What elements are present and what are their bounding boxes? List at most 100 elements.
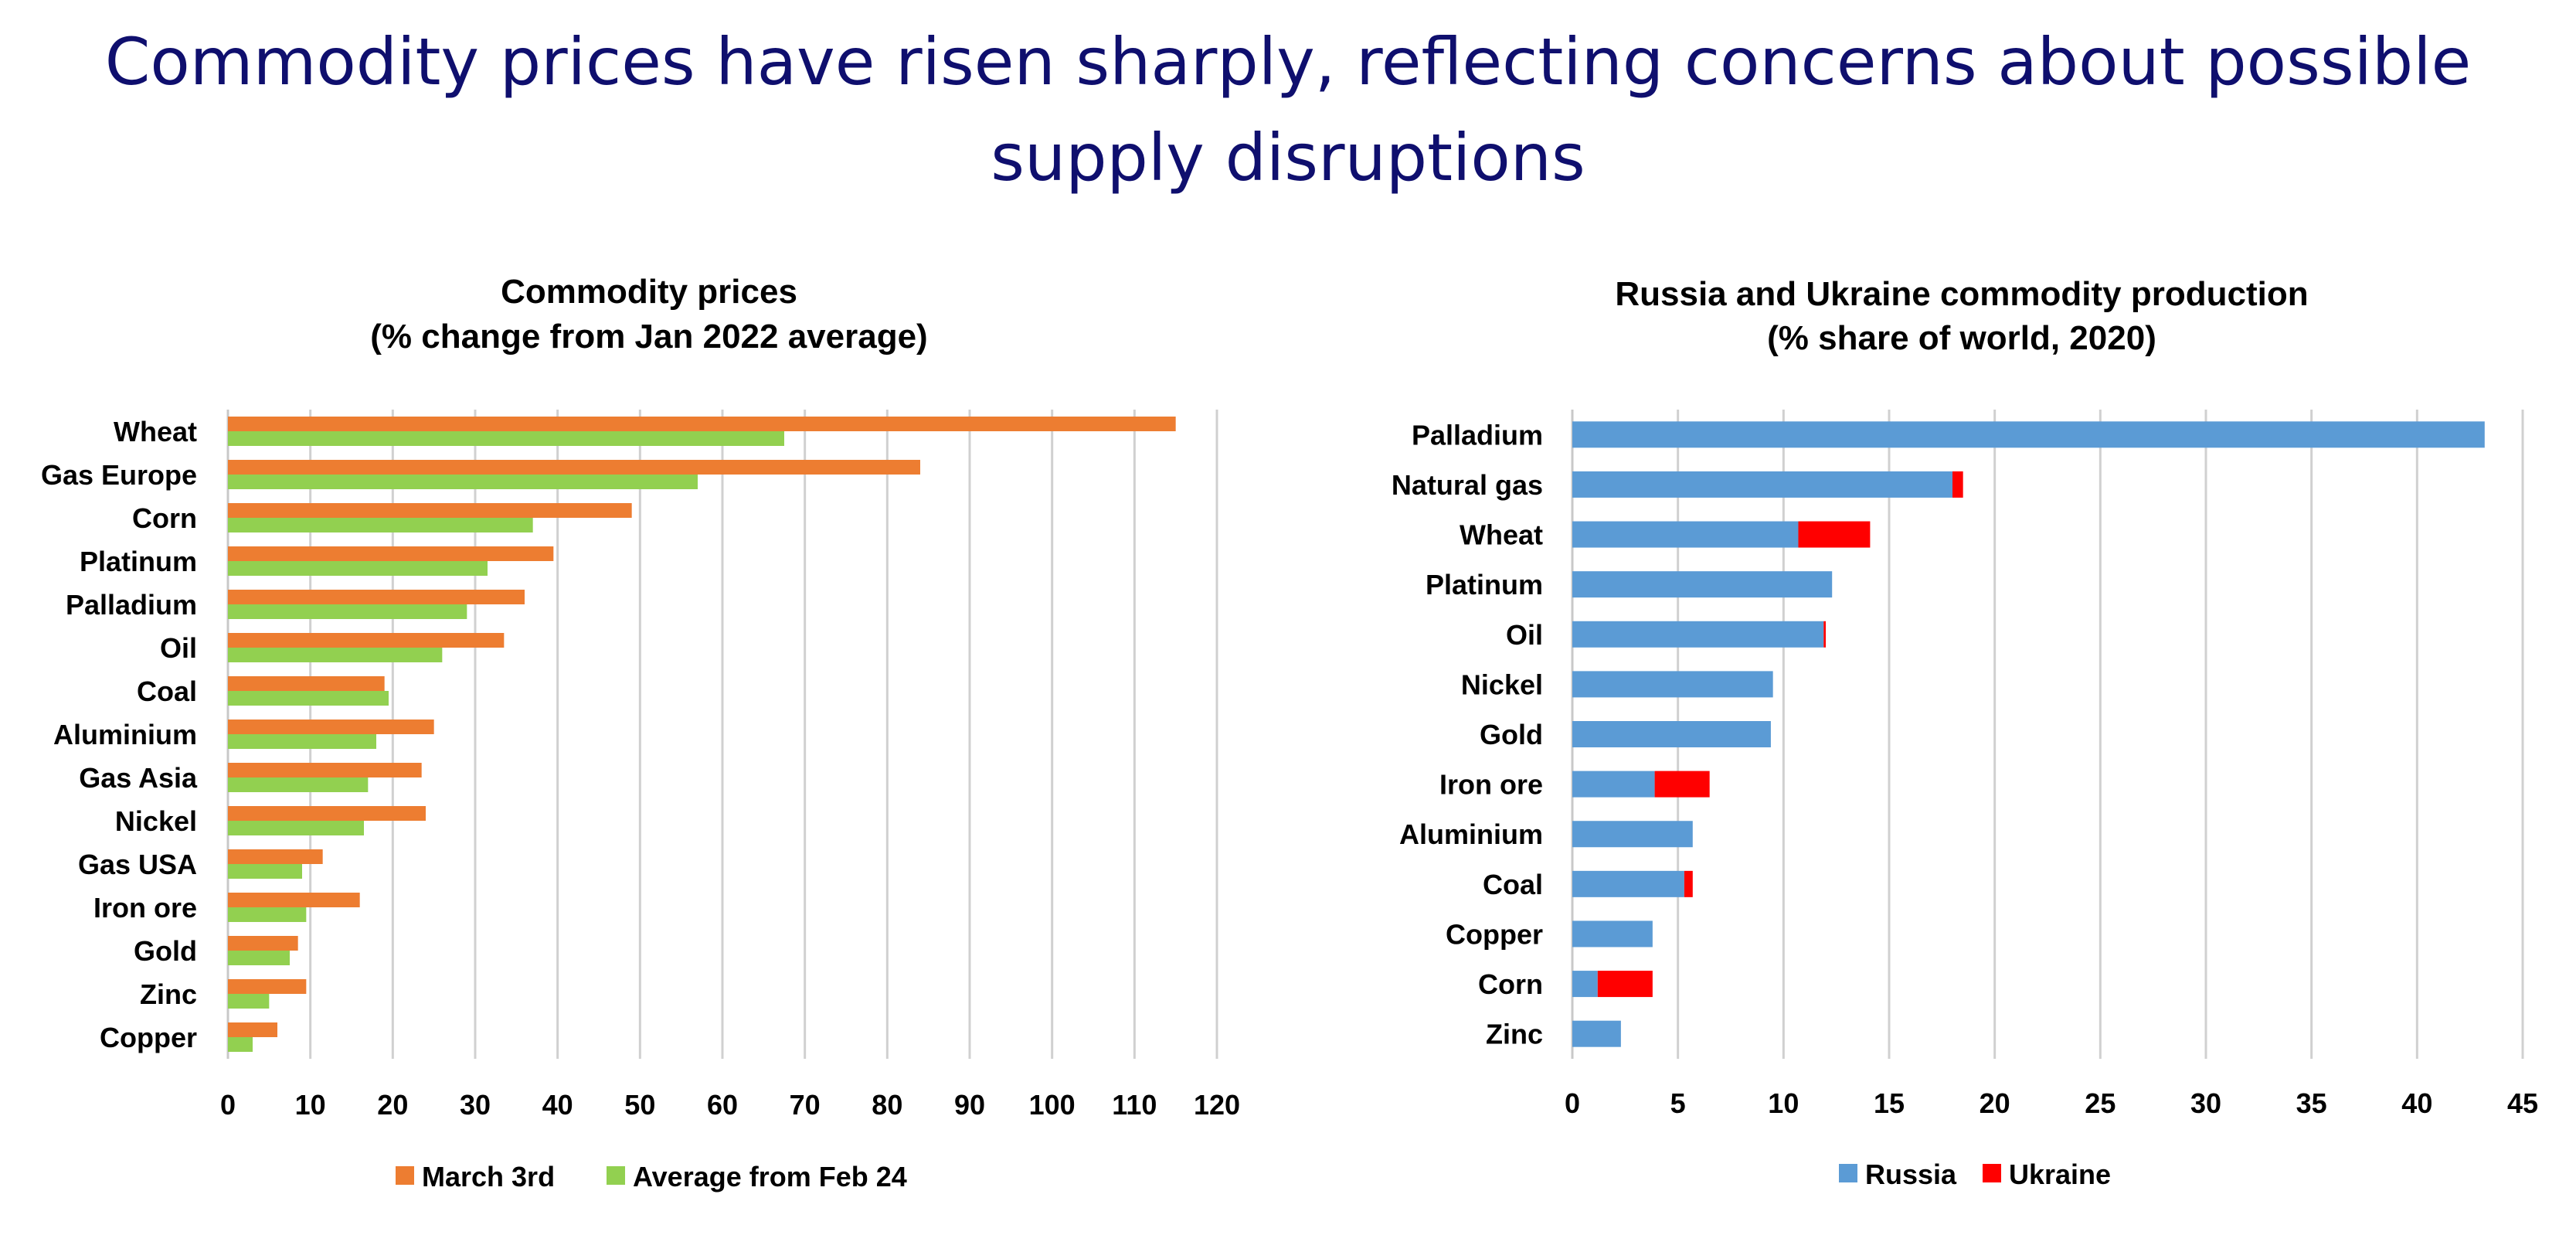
production-share-chart: Russia and Ukraine commodity production … (1392, 275, 2538, 1190)
category-label: Coal (1483, 869, 1543, 900)
bar-russia (1572, 521, 1799, 548)
category-label: Wheat (114, 416, 197, 447)
bar-average-from-feb-24 (228, 475, 698, 489)
bar-ukraine (1952, 471, 1963, 498)
bar-average-from-feb-24 (228, 604, 467, 619)
x-tick-label: 10 (1768, 1087, 1799, 1119)
x-tick-label: 30 (2190, 1087, 2221, 1119)
bar-ukraine (1597, 971, 1653, 998)
bar-average-from-feb-24 (228, 821, 364, 835)
bar-average-from-feb-24 (228, 518, 533, 532)
x-tick-label: 0 (1565, 1087, 1580, 1119)
bar-russia (1572, 671, 1773, 698)
category-label: Zinc (1486, 1019, 1543, 1050)
category-label: Oil (160, 632, 197, 664)
bar-russia (1572, 771, 1655, 798)
x-tick-label: 25 (2085, 1087, 2116, 1119)
bar-average-from-feb-24 (228, 864, 302, 879)
bar-march-3rd (228, 676, 385, 691)
bar-russia (1572, 821, 1693, 848)
x-tick-label: 90 (954, 1089, 985, 1121)
bar-march-3rd (228, 417, 1176, 431)
legend-label: Russia (1865, 1158, 1957, 1190)
category-label: Iron ore (1439, 769, 1543, 801)
bar-average-from-feb-24 (228, 648, 443, 662)
slide-title-line2: supply disruptions (991, 120, 1585, 196)
bar-ukraine (1823, 621, 1826, 648)
category-label: Gas Asia (79, 762, 198, 794)
bar-ukraine (1684, 870, 1693, 897)
x-tick-label: 15 (1874, 1087, 1905, 1119)
commodity-prices-chart: Commodity prices (% change from Jan 2022… (41, 273, 1240, 1192)
bar-russia (1572, 721, 1771, 747)
legend-label: Ukraine (2009, 1158, 2111, 1190)
chart-title-line2: (% change from Jan 2022 average) (370, 318, 927, 356)
category-label: Copper (100, 1022, 197, 1053)
x-tick-label: 20 (377, 1089, 408, 1121)
x-tick-label: 50 (624, 1089, 655, 1121)
category-label: Nickel (115, 805, 197, 837)
bar-average-from-feb-24 (228, 561, 488, 576)
bar-russia (1572, 421, 2485, 448)
x-tick-label: 40 (542, 1089, 573, 1121)
legend-label: Average from Feb 24 (633, 1161, 907, 1192)
bar-march-3rd (228, 590, 525, 604)
plot-area: 0 10 20 30 40 50 60 70 80 90 100 110 120 Wheat Gas Eur… (41, 410, 1240, 1121)
bar-march-3rd (228, 546, 554, 561)
legend-swatch (607, 1166, 625, 1185)
bar-march-3rd (228, 503, 632, 518)
bar-average-from-feb-24 (228, 951, 290, 965)
category-label: Gold (134, 935, 197, 967)
x-tick-label: 40 (2401, 1087, 2432, 1119)
bar-march-3rd (228, 633, 505, 648)
x-tick-label: 10 (295, 1089, 326, 1121)
x-tick-label: 110 (1112, 1089, 1157, 1121)
bar-march-3rd (228, 763, 422, 777)
bar-average-from-feb-24 (228, 691, 389, 706)
legend-swatch (396, 1166, 414, 1185)
bar-average-from-feb-24 (228, 994, 270, 1009)
bar-ukraine (1654, 771, 1710, 798)
legend-swatch (1983, 1164, 2001, 1182)
category-label: Palladium (1412, 419, 1543, 451)
legend-swatch (1839, 1164, 1857, 1182)
category-label: Corn (132, 502, 197, 534)
bar-average-from-feb-24 (228, 734, 376, 749)
category-label: Zinc (140, 978, 197, 1010)
bar-average-from-feb-24 (228, 777, 369, 792)
category-label: Nickel (1461, 669, 1543, 700)
bar-march-3rd (228, 720, 434, 734)
plot-area: 0 5 10 15 20 25 30 35 40 45 Palladium Natural gas Wh… (1392, 410, 2538, 1119)
x-tick-label: 60 (707, 1089, 738, 1121)
x-tick-label: 45 (2507, 1087, 2538, 1119)
chart-title-line1: Commodity prices (501, 273, 797, 311)
legend: March 3rd Average from Feb 24 (396, 1161, 907, 1192)
category-label: Natural gas (1392, 469, 1543, 501)
legend-label: March 3rd (422, 1161, 555, 1192)
x-tick-label: 30 (460, 1089, 491, 1121)
bar-russia (1572, 1020, 1621, 1047)
slide-title: Commodity prices have risen sharply, ref… (0, 14, 2576, 206)
bar-russia (1572, 471, 1952, 498)
category-label: Platinum (1426, 569, 1543, 600)
bar-march-3rd (228, 893, 360, 907)
x-tick-label: 5 (1670, 1087, 1686, 1119)
bar-russia (1572, 621, 1824, 648)
bar-russia (1572, 971, 1598, 998)
category-label: Coal (137, 675, 197, 707)
category-label: Aluminium (1399, 818, 1543, 850)
category-label: Platinum (80, 546, 197, 577)
x-tick-label: 100 (1029, 1089, 1076, 1121)
x-tick-label: 0 (220, 1089, 236, 1121)
category-label: Oil (1506, 619, 1543, 651)
category-label: Gas Europe (41, 459, 197, 491)
x-tick-label: 80 (872, 1089, 902, 1121)
chart-title-line1: Russia and Ukraine commodity production (1615, 275, 2308, 313)
bar-march-3rd (228, 806, 426, 821)
bar-march-3rd (228, 979, 307, 994)
category-label: Corn (1478, 968, 1543, 1000)
chart-title-line2: (% share of world, 2020) (1767, 319, 2156, 357)
bar-russia (1572, 870, 1684, 897)
category-label: Iron ore (93, 892, 197, 924)
bar-march-3rd (228, 460, 920, 475)
